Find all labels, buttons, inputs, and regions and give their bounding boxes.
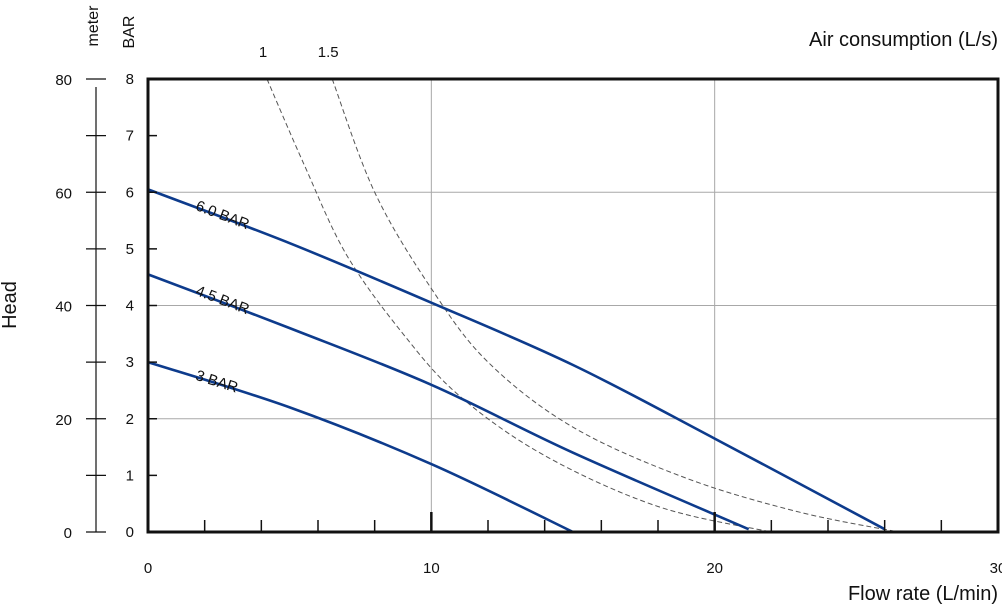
bar-tick-label: 3 — [126, 354, 134, 371]
air-curve-1.5 — [331, 78, 899, 533]
air-curve-label: 1 — [259, 44, 267, 61]
meter-tick-label: 60 — [55, 185, 72, 202]
x-tick-label: 20 — [706, 560, 723, 577]
series-label: 6.0 BAR — [193, 197, 251, 233]
bar-tick-label: 0 — [126, 524, 134, 541]
bar-tick-label: 8 — [126, 71, 134, 88]
meter-tick-label: 20 — [55, 412, 72, 429]
y-axis-label: Head — [0, 281, 21, 329]
x-tick-label: 30 — [990, 560, 1002, 577]
x-axis-ticks: 0 10 20 30 — [144, 512, 1002, 577]
bar-tick-label: 2 — [126, 411, 134, 428]
bar-unit-label: BAR — [121, 16, 138, 49]
bar-axis: 0 1 2 3 4 5 6 7 8 — [126, 71, 157, 541]
air-consumption-curves — [266, 78, 899, 533]
meter-unit-label: meter — [85, 5, 102, 47]
series-label: 3 BAR — [194, 367, 241, 396]
meter-tick-label: 80 — [55, 72, 72, 89]
meter-tick-label: 40 — [55, 299, 72, 316]
x-tick-label: 10 — [423, 560, 440, 577]
series-line — [147, 360, 574, 534]
series-line — [147, 273, 750, 531]
meter-axis: 0 20 40 60 80 — [55, 72, 106, 542]
x-axis-label: Flow rate (L/min) — [848, 583, 998, 605]
bar-tick-label: 4 — [126, 298, 134, 315]
bar-tick-label: 6 — [126, 184, 134, 201]
air-curve-label: 1.5 — [318, 44, 339, 61]
series-lines — [147, 188, 886, 534]
bar-tick-label: 7 — [126, 128, 134, 145]
series-label: 4.5 BAR — [193, 282, 251, 318]
air-consumption-labels: 1 1.5 — [259, 44, 339, 61]
series-line — [147, 188, 886, 531]
bar-tick-label: 5 — [126, 241, 134, 258]
series-labels: 6.0 BAR 4.5 BAR 3 BAR — [193, 197, 251, 396]
grid — [148, 79, 998, 532]
meter-tick-label: 0 — [64, 525, 72, 542]
air-curve-1 — [266, 78, 772, 533]
x-tick-label: 0 — [144, 560, 152, 577]
bar-tick-label: 1 — [126, 467, 134, 484]
top-axis-label: Air consumption (L/s) — [809, 29, 998, 51]
